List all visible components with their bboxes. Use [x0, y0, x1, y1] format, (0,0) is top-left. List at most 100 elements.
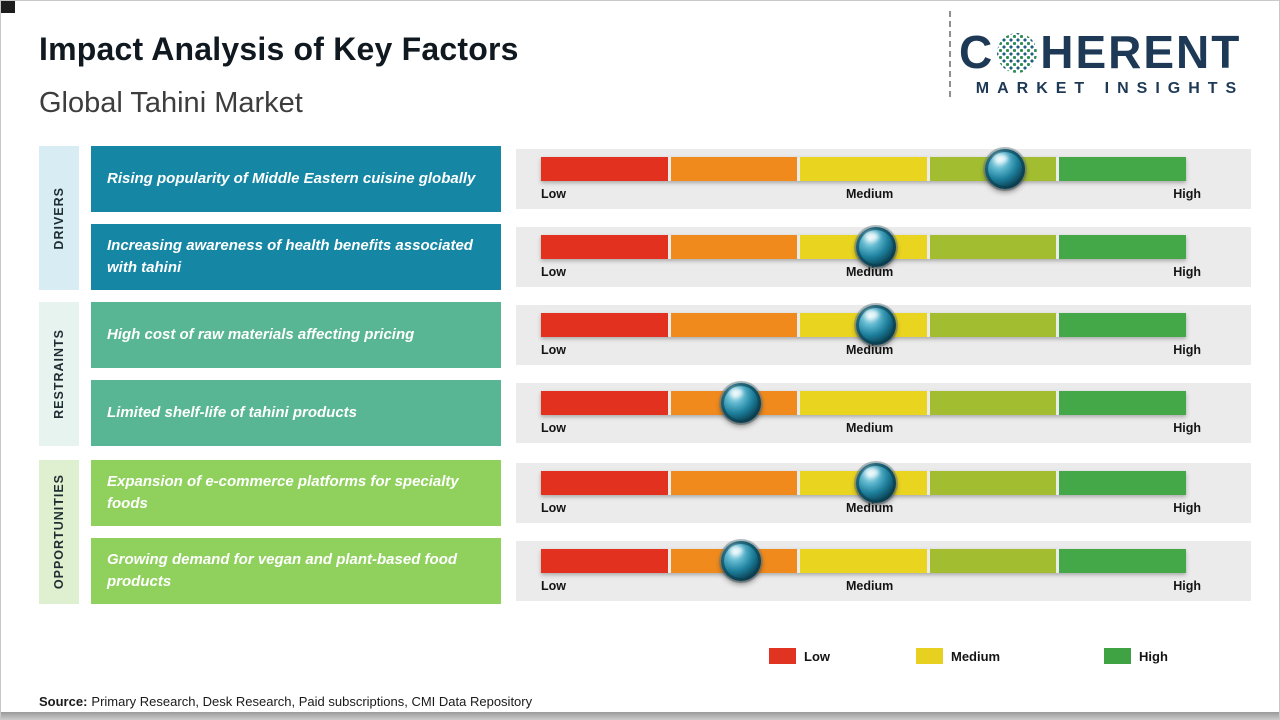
logo-letter-c: C — [959, 26, 995, 78]
impact-scale-bar — [541, 541, 1186, 581]
scale-segment-red — [541, 471, 668, 495]
scale-label-medium: Medium — [845, 501, 894, 515]
factor-text: Growing demand for vegan and plant-based… — [107, 551, 458, 590]
scale-segment-yellowgreen — [929, 313, 1057, 337]
scale-labels: Low Medium High — [541, 343, 1201, 357]
factor-box-restraint-2: Limited shelf-life of tahini products — [91, 380, 501, 446]
scale-label-low: Low — [541, 421, 566, 435]
source-text: Primary Research, Desk Research, Paid su… — [91, 694, 533, 709]
category-strip-opportunities: OPPORTUNITIES — [39, 460, 79, 604]
impact-marker — [856, 463, 897, 503]
impact-panel-1: Low Medium High — [516, 149, 1251, 209]
factor-text: Rising popularity of Middle Eastern cuis… — [107, 170, 476, 188]
scale-label-high: High — [1173, 421, 1201, 435]
scale-label-high: High — [1173, 265, 1201, 279]
category-label-opportunities: OPPORTUNITIES — [52, 474, 66, 590]
impact-scale-bar — [541, 149, 1186, 189]
scale-segment-green — [1059, 313, 1186, 337]
impact-marker — [856, 305, 897, 345]
scale-label-high: High — [1173, 579, 1201, 593]
factor-text: Increasing awareness of health benefits … — [107, 237, 473, 276]
scale-label-low: Low — [541, 343, 566, 357]
source-label: Source: — [39, 694, 88, 709]
scale-labels: Low Medium High — [541, 501, 1201, 515]
impact-marker — [856, 227, 897, 267]
factor-box-restraint-1: High cost of raw materials affecting pri… — [91, 302, 501, 368]
scale-label-low: Low — [541, 501, 566, 515]
scale-label-medium: Medium — [845, 579, 894, 593]
scale-label-low: Low — [541, 265, 566, 279]
scale-segment-yellow — [800, 157, 927, 181]
scale-label-low: Low — [541, 187, 566, 201]
factor-box-opportunity-1: Expansion of e-commerce platforms for sp… — [91, 460, 501, 526]
scale-segment-yellowgreen — [929, 391, 1057, 415]
legend-item-medium: Medium — [916, 648, 1000, 664]
impact-panel-3: Low Medium High — [516, 305, 1251, 365]
scale-label-high: High — [1173, 501, 1201, 515]
source-line: Source: Primary Research, Desk Research, … — [39, 694, 532, 709]
scale-segment-red — [541, 313, 668, 337]
scale-segment-orange — [670, 313, 798, 337]
scale-segment-red — [541, 549, 668, 573]
category-strip-restraints: RESTRAINTS — [39, 302, 79, 446]
impact-panel-4: Low Medium High — [516, 383, 1251, 443]
logo-wordmark: C HERENT — [959, 29, 1261, 75]
corner-artifact — [1, 1, 15, 13]
scale-segment-green — [1059, 471, 1186, 495]
company-logo: C HERENT MARKET INSIGHTS — [959, 29, 1261, 98]
scale-segment-orange — [670, 157, 798, 181]
factor-box-driver-2: Increasing awareness of health benefits … — [91, 224, 501, 290]
scale-label-low: Low — [541, 579, 566, 593]
impact-scale-bar — [541, 305, 1186, 345]
scale-segment-green — [1059, 549, 1186, 573]
legend-swatch-high — [1104, 648, 1131, 664]
impact-panel-5: Low Medium High — [516, 463, 1251, 523]
legend-label-low: Low — [804, 648, 830, 664]
scale-segment-red — [541, 391, 668, 415]
impact-scale-bar — [541, 463, 1186, 503]
logo-tagline: MARKET INSIGHTS — [975, 80, 1245, 97]
impact-scale-bar — [541, 383, 1186, 423]
scale-labels: Low Medium High — [541, 187, 1201, 201]
impact-marker — [720, 383, 761, 423]
scale-label-medium: Medium — [845, 265, 894, 279]
legend-swatch-medium — [916, 648, 943, 664]
scale-segment-yellowgreen — [929, 549, 1057, 573]
header-divider — [949, 11, 951, 97]
legend-item-high: High — [1104, 648, 1168, 664]
category-strip-drivers: DRIVERS — [39, 146, 79, 290]
scale-label-high: High — [1173, 343, 1201, 357]
scale-labels: Low Medium High — [541, 421, 1201, 435]
impact-panel-6: Low Medium High — [516, 541, 1251, 601]
legend-item-low: Low — [769, 648, 830, 664]
scale-segment-green — [1059, 235, 1186, 259]
legend-label-high: High — [1139, 648, 1168, 664]
globe-icon — [997, 33, 1038, 73]
scale-labels: Low Medium High — [541, 579, 1201, 593]
factor-text: Limited shelf-life of tahini products — [107, 404, 358, 422]
page-subtitle: Global Tahini Market — [39, 87, 303, 119]
factor-box-opportunity-2: Growing demand for vegan and plant-based… — [91, 538, 501, 604]
scale-segment-yellow — [800, 549, 927, 573]
scale-segment-yellowgreen — [929, 471, 1057, 495]
scale-segment-green — [1059, 157, 1186, 181]
factor-box-driver-1: Rising popularity of Middle Eastern cuis… — [91, 146, 501, 212]
legend-label-medium: Medium — [951, 648, 1001, 664]
factor-text: High cost of raw materials affecting pri… — [107, 326, 415, 344]
impact-scale-bar — [541, 227, 1186, 267]
scale-label-medium: Medium — [845, 187, 894, 201]
factor-text: Expansion of e-commerce platforms for sp… — [107, 473, 459, 512]
page-title: Impact Analysis of Key Factors — [39, 31, 519, 67]
scale-segment-red — [541, 157, 668, 181]
bottom-edge — [1, 712, 1279, 719]
category-label-restraints: RESTRAINTS — [52, 329, 66, 419]
scale-segment-yellow — [800, 391, 927, 415]
scale-label-medium: Medium — [845, 421, 894, 435]
scale-label-medium: Medium — [845, 343, 894, 357]
category-label-drivers: DRIVERS — [52, 186, 66, 250]
legend-swatch-low — [769, 648, 796, 664]
scale-segment-yellowgreen — [929, 235, 1057, 259]
impact-marker — [720, 541, 761, 581]
scale-labels: Low Medium High — [541, 265, 1201, 279]
